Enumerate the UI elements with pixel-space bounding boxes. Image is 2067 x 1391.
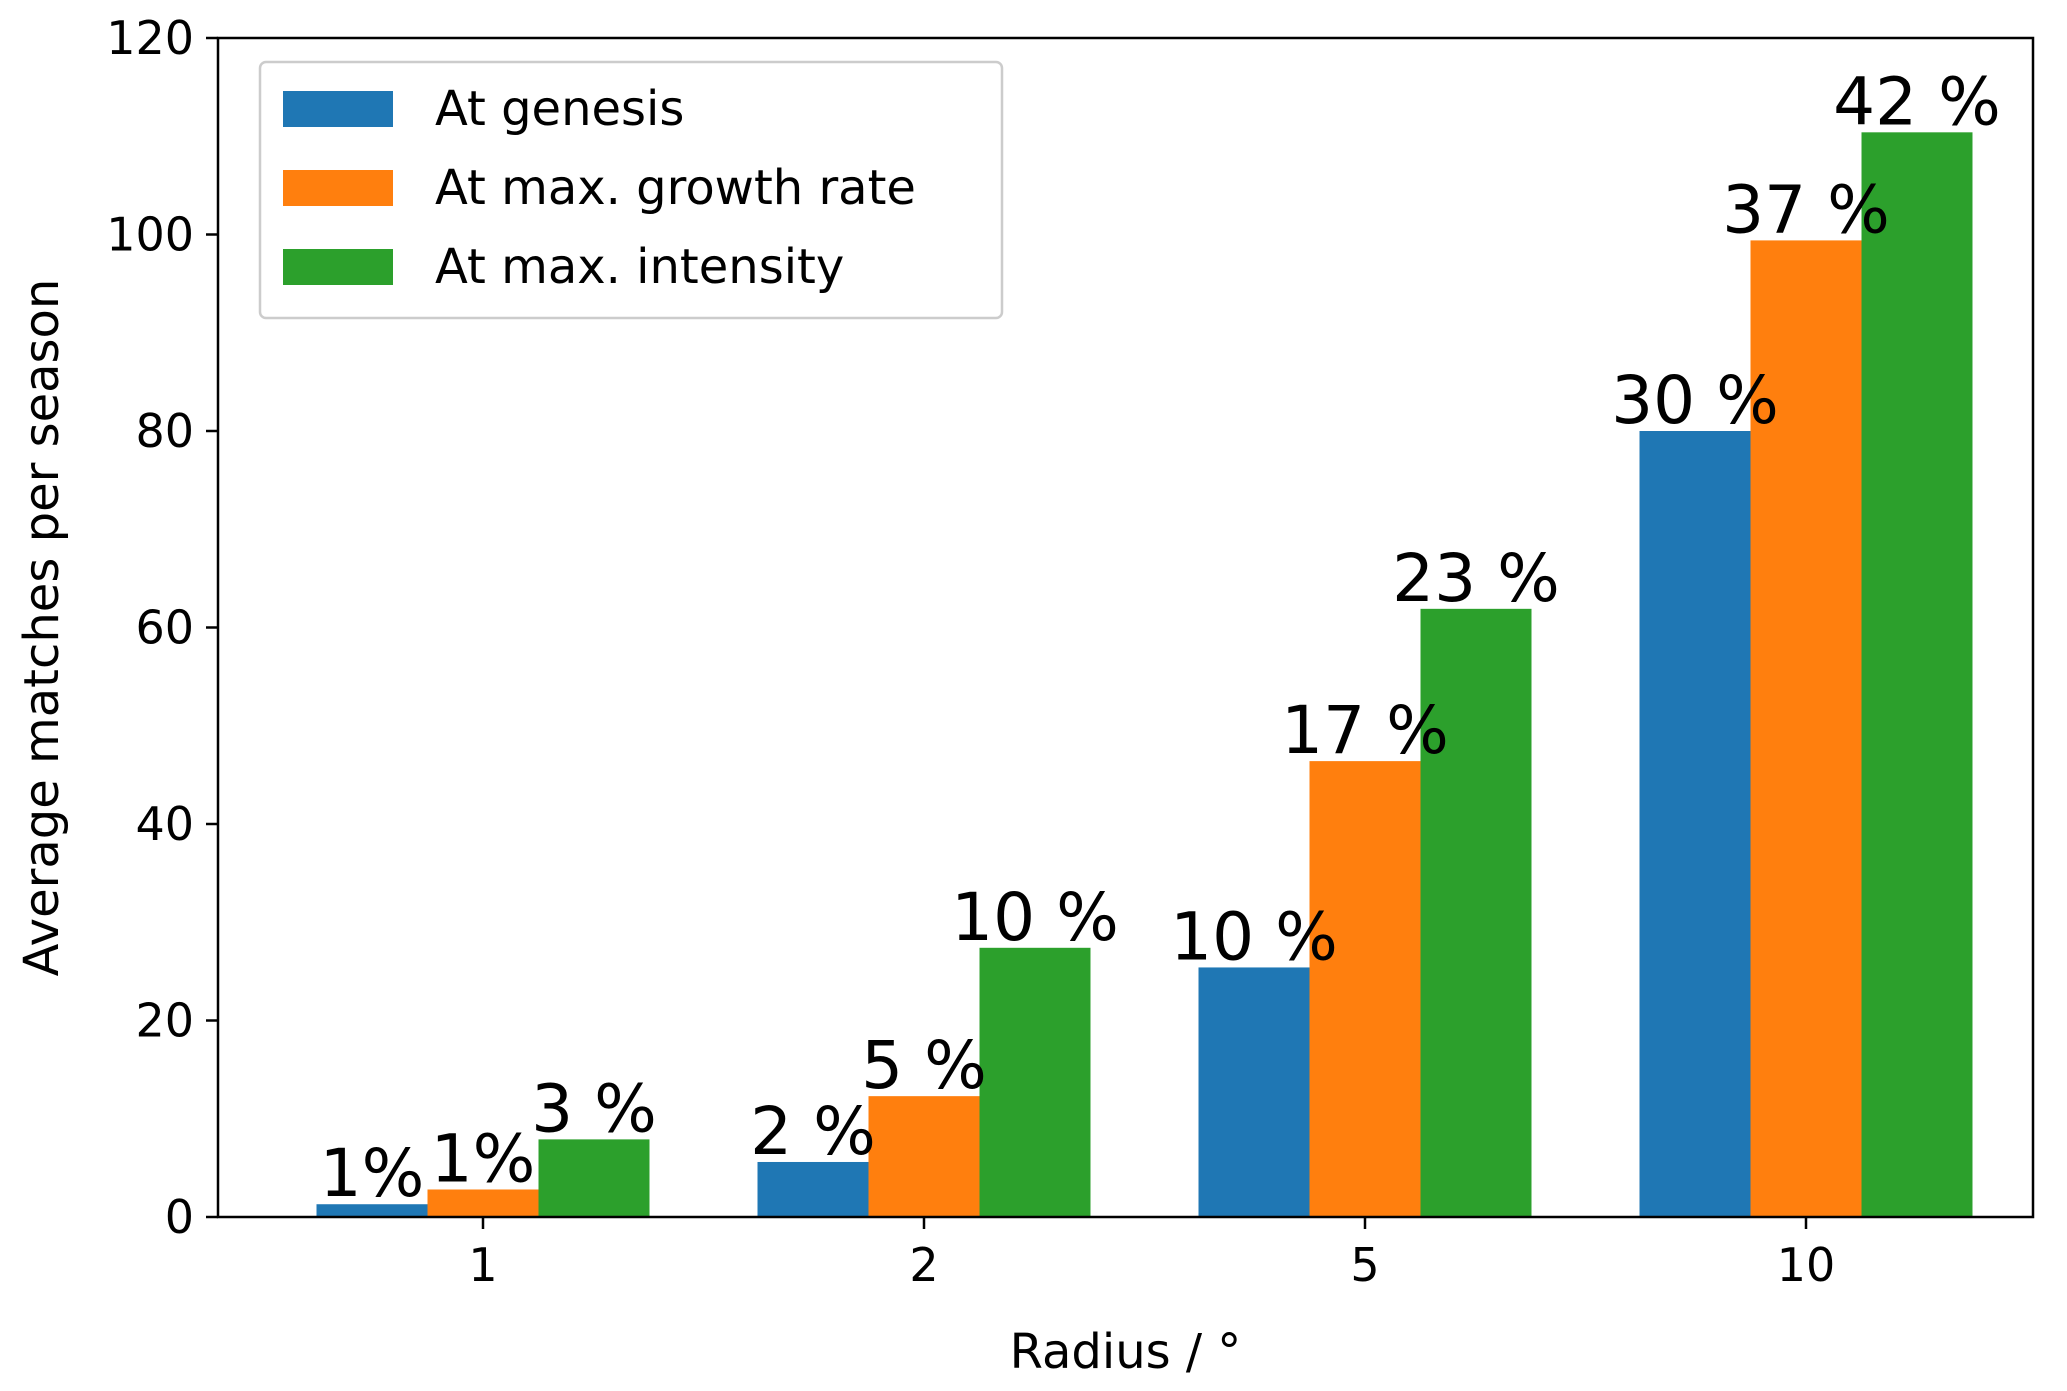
data-label-1-series-0: 1% (320, 1135, 425, 1212)
legend-label-0: At genesis (435, 81, 684, 137)
bar-2-series-1 (868, 1096, 980, 1217)
x-tick-label-10: 10 (1777, 1238, 1836, 1292)
data-label-10-series-2: 42 % (1833, 63, 2001, 140)
legend-label-1: At max. growth rate (435, 160, 916, 216)
y-tick-label-0: 0 (165, 1190, 194, 1244)
data-label-1-series-2: 3 % (531, 1070, 657, 1147)
legend-swatch-0 (283, 91, 393, 127)
y-tick-label-120: 120 (106, 11, 194, 65)
bar-1-series-1 (427, 1189, 539, 1217)
legend-box (258, 60, 1004, 320)
data-label-5-series-0: 10 % (1170, 898, 1338, 975)
bar-1-series-2 (538, 1139, 650, 1217)
bar-5-series-1 (1309, 761, 1421, 1217)
bar-1-series-0 (316, 1204, 428, 1217)
bar-2-series-0 (757, 1161, 869, 1217)
y-tick-label-100: 100 (106, 208, 194, 262)
data-label-10-series-0: 30 % (1611, 362, 1779, 439)
y-tick-label-20: 20 (135, 994, 194, 1048)
bar-5-series-0 (1198, 967, 1310, 1217)
y-tick-label-60: 60 (135, 601, 194, 655)
y-tick-label-80: 80 (135, 404, 194, 458)
bar-10-series-1 (1750, 240, 1862, 1217)
data-label-2-series-0: 2 % (750, 1093, 876, 1170)
data-label-10-series-1: 37 % (1722, 171, 1890, 248)
data-label-5-series-1: 17 % (1281, 692, 1449, 769)
legend-swatch-1 (283, 170, 393, 206)
x-tick-label-5: 5 (1350, 1238, 1379, 1292)
y-axis-label: Average matches per season (14, 279, 70, 977)
x-axis-label: Radius / ° (1010, 1324, 1242, 1380)
x-tick-label-1: 1 (468, 1238, 497, 1292)
bar-10-series-2 (1861, 132, 1973, 1217)
data-labels-layer: 1% 2 % 10 % 30 % 1% 5 % 17 % 37 % 3 % 10 % 23 % 42 … (320, 63, 2001, 1212)
data-label-2-series-2: 10 % (951, 879, 1119, 956)
bar-2-series-2 (979, 947, 1091, 1217)
data-label-1-series-1: 1% (431, 1120, 536, 1197)
bar-10-series-0 (1639, 431, 1751, 1217)
data-label-2-series-1: 5 % (861, 1027, 987, 1104)
bar-5-series-2 (1420, 608, 1532, 1217)
x-tick-label-2: 2 (909, 1238, 938, 1292)
bars-layer (316, 132, 1973, 1217)
legend-swatch-2 (283, 249, 393, 285)
data-label-5-series-2: 23 % (1392, 540, 1560, 617)
legend-label-2: At max. intensity (435, 239, 844, 295)
y-tick-label-40: 40 (135, 797, 194, 851)
legend: At genesis At max. growth rate At max. int… (258, 60, 1004, 320)
axes-layer: 0 20 40 60 80 100 120 1 2 5 10 (106, 11, 2035, 1292)
